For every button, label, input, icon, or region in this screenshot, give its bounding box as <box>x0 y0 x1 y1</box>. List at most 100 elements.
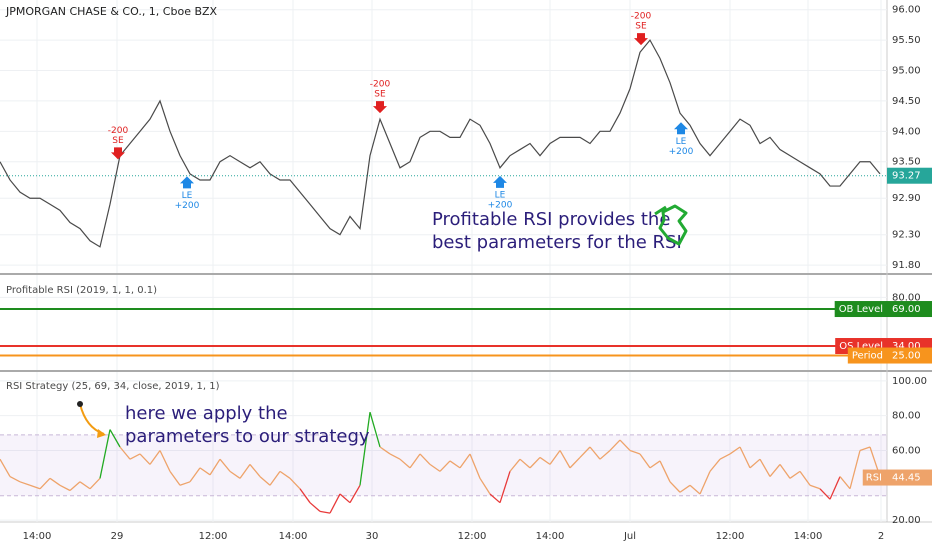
grid <box>0 0 887 522</box>
rsi-segment <box>159 450 171 472</box>
rsi-segment <box>619 439 631 451</box>
rsi-name: RSI <box>866 473 882 484</box>
rsi-segment <box>59 484 71 492</box>
rsi-segment <box>149 450 161 465</box>
rsi-segment <box>759 458 771 477</box>
rsi-segment <box>0 458 11 477</box>
annotation: parameters to our strategy <box>125 426 370 447</box>
rsi-segment <box>99 429 111 479</box>
y-tick-label: 95.00 <box>892 66 921 77</box>
signal-qty: +200 <box>488 200 513 210</box>
y-tick-label: 94.00 <box>892 126 921 137</box>
y-tick-label: 91.80 <box>892 260 921 271</box>
band <box>0 434 887 496</box>
rsi-segment <box>659 460 671 483</box>
strategy-title: RSI Strategy (25, 69, 34, close, 2019, 1… <box>6 381 220 392</box>
signal-qty: +200 <box>175 201 200 211</box>
rsi-segment <box>49 477 61 486</box>
indicator-title: Profitable RSI (2019, 1, 1, 0.1) <box>6 285 157 296</box>
rsi-segment <box>9 476 21 483</box>
x-tick-label: 29 <box>111 531 124 542</box>
rsi-segment <box>499 471 511 503</box>
long-entry-arrow <box>674 122 688 135</box>
rsi-segment <box>719 453 731 460</box>
y-tick-label: 100.00 <box>892 376 927 387</box>
rsi-segment <box>359 412 371 486</box>
value-tag <box>887 301 932 318</box>
rsi-segment <box>859 446 871 452</box>
arrow-head <box>97 429 106 438</box>
rsi-segment <box>539 456 551 465</box>
y-tick-label: 92.90 <box>892 193 921 204</box>
rsi-segment <box>239 464 251 479</box>
rsi-segment <box>569 456 581 469</box>
value-tag <box>887 469 932 486</box>
value-tag <box>887 347 932 364</box>
rsi-segment <box>519 458 531 469</box>
rsi-segment <box>689 484 701 495</box>
x-tick-label: 12:00 <box>458 531 487 542</box>
rsi-segment <box>329 493 341 514</box>
level-tag <box>847 347 887 364</box>
short-entry-arrow <box>111 147 125 160</box>
rsi-segment <box>309 502 321 512</box>
rsi-segment <box>319 510 331 514</box>
rsi-segment <box>199 467 211 476</box>
rsi-segment <box>609 439 621 451</box>
value-tag-label: 34.00 <box>892 341 921 352</box>
annotation: here we apply the <box>125 403 288 424</box>
rsi-segment <box>459 453 471 469</box>
value-tag-label: 93.27 <box>892 171 921 182</box>
rsi-segment <box>269 470 281 486</box>
annotation: Profitable RSI provides the <box>432 209 670 230</box>
signal-label: SE <box>112 136 124 146</box>
annotation: best parameters for the RSI <box>432 232 682 253</box>
rsi-segment <box>729 446 741 455</box>
rsi-segment <box>679 484 691 493</box>
rsi-segment <box>629 449 641 455</box>
rsi-segment <box>849 450 861 489</box>
rsi-segment <box>599 449 611 460</box>
rsi-segment <box>549 450 561 465</box>
rsi-segment <box>29 484 41 490</box>
x-tick-label: 14:00 <box>23 531 52 542</box>
y-tick-label: 80.00 <box>892 411 921 422</box>
rsi-segment <box>399 458 411 469</box>
x-tick-label: 12:00 <box>716 531 745 542</box>
rsi-segment <box>829 476 841 500</box>
x-tick-label: Jul <box>623 531 636 542</box>
rsi-segment <box>19 481 31 486</box>
value-tag-label: 44.45 <box>892 473 921 484</box>
rsi-segment <box>249 463 261 477</box>
y-tick-label: 80.00 <box>892 292 921 303</box>
rsi-segment <box>379 446 391 455</box>
rsi-segment <box>189 467 201 483</box>
rsi-segment <box>789 470 801 479</box>
rsi-segment <box>739 446 751 469</box>
rsi-name-tag <box>862 469 887 486</box>
rsi-segment <box>509 458 521 472</box>
rsi-segment <box>389 453 401 460</box>
signal-qty: -200 <box>108 126 129 136</box>
rsi-segment <box>669 481 681 493</box>
level-name: Period <box>852 351 883 362</box>
rsi-segment <box>369 412 381 448</box>
level-name: OB Level <box>839 304 883 315</box>
y-tick-label: 20.00 <box>892 515 921 526</box>
value-tag-label: 69.00 <box>892 304 921 315</box>
rsi-segment <box>579 446 591 458</box>
y-tick-label: 96.00 <box>892 5 921 16</box>
x-tick-label: 2 <box>878 531 884 542</box>
rsi-segment <box>489 493 501 504</box>
y-tick-label: 94.50 <box>892 96 921 107</box>
signal-label: LE <box>182 191 193 201</box>
value-tag-label: 25.00 <box>892 351 921 362</box>
rsi-segment <box>289 477 301 490</box>
rsi-segment <box>339 493 351 504</box>
long-entry-arrow <box>180 176 194 189</box>
signal-qty: -200 <box>370 80 391 90</box>
rsi-segment <box>409 453 421 469</box>
rsi-segment <box>709 458 721 472</box>
